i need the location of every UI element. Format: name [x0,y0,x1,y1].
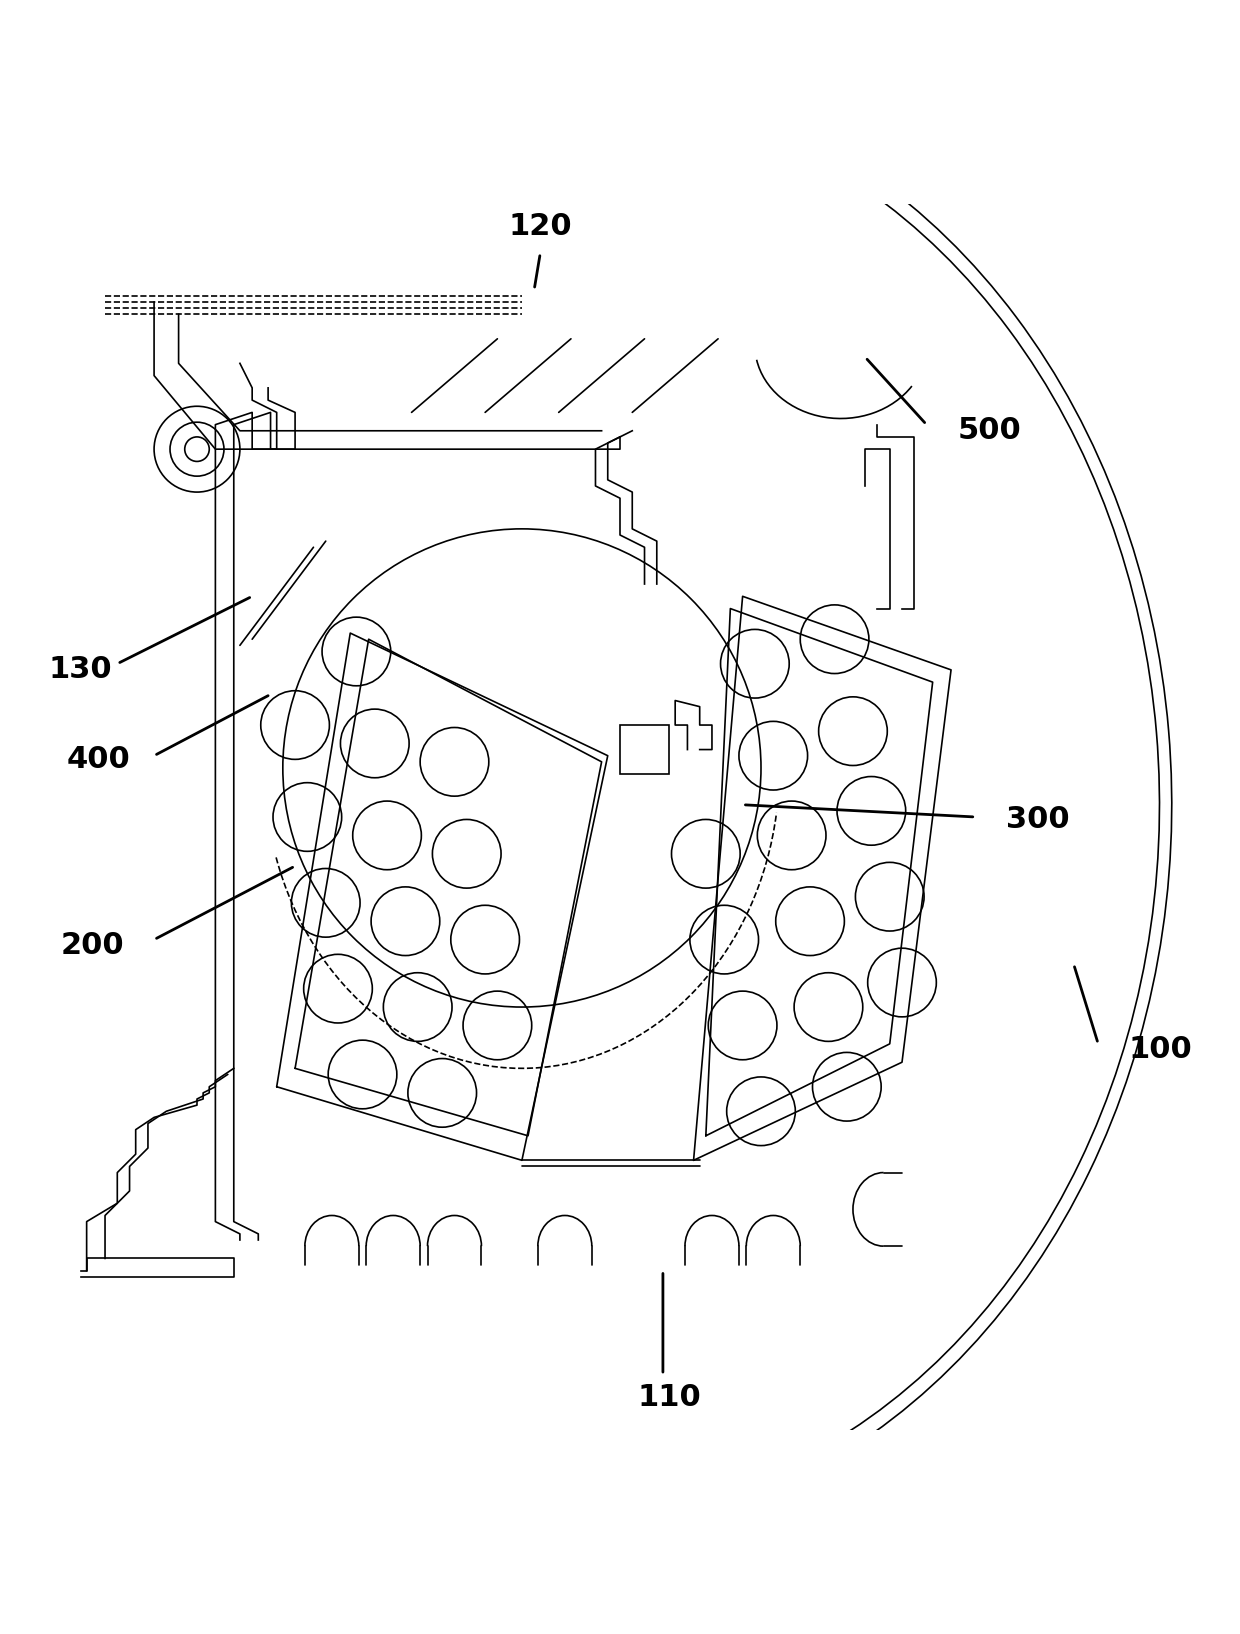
Text: 300: 300 [1006,806,1070,833]
Text: 120: 120 [508,212,572,240]
Text: 100: 100 [1128,1036,1193,1064]
Bar [620,725,670,775]
Text: 200: 200 [61,931,124,961]
Text: 500: 500 [957,417,1021,446]
Text: 400: 400 [67,745,130,775]
Text: 130: 130 [48,655,113,685]
Text: 110: 110 [637,1384,701,1412]
